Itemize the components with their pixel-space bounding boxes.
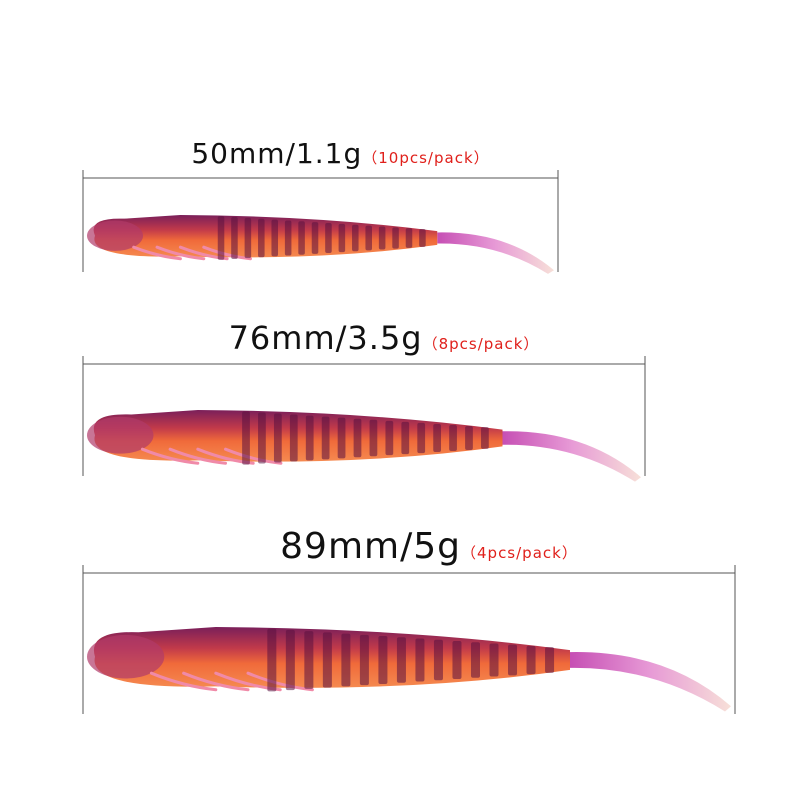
lure-rib <box>304 631 314 689</box>
lure-leg <box>224 447 283 465</box>
lure-leg <box>132 245 182 261</box>
lure-rib <box>415 638 425 682</box>
size-label: 50mm/1.1g（10pcs/pack） <box>191 137 489 170</box>
lure-rib <box>244 217 252 259</box>
lure-tail <box>570 652 731 712</box>
lure-rib <box>405 228 413 248</box>
lure-rib <box>231 217 238 259</box>
size-label: 89mm/5g（4pcs/pack） <box>280 526 578 567</box>
lure-rib <box>267 628 277 692</box>
lure-head <box>87 220 144 251</box>
lure-rib <box>465 426 473 450</box>
lure-rib <box>242 411 250 465</box>
lure-row: 76mm/3.5g（8pcs/pack） <box>82 319 646 482</box>
lure-leg <box>202 245 252 261</box>
lure-rib <box>526 645 536 675</box>
lure-leg <box>168 447 227 465</box>
lure-rib <box>470 642 481 678</box>
size-text: 50mm/1.1g <box>191 137 362 170</box>
lure-rib <box>359 634 369 686</box>
lure-tail <box>437 232 554 274</box>
lure-rib <box>298 221 305 255</box>
lure-rib <box>337 417 346 459</box>
lure-rib <box>378 636 388 684</box>
lure-rib <box>338 223 346 253</box>
lure-rib <box>352 224 359 252</box>
lure-rib <box>419 229 426 247</box>
lure-rib <box>217 216 225 260</box>
lure-tail <box>502 431 641 482</box>
lure-rib <box>433 639 443 681</box>
lure-head <box>87 634 165 679</box>
lure-rib <box>481 427 489 449</box>
pack-text: （8pcs/pack） <box>423 335 540 353</box>
lure-rib <box>452 640 462 680</box>
lure-rib <box>325 223 332 253</box>
lure-head <box>87 416 154 454</box>
lure-rib <box>508 644 518 676</box>
lure-rib <box>369 419 378 457</box>
lure-leg <box>140 447 200 465</box>
lure-rib <box>258 218 265 258</box>
lure-rib <box>273 413 282 463</box>
lure-rib <box>321 416 330 460</box>
pack-text: （4pcs/pack） <box>461 544 578 562</box>
lure-rib <box>417 422 426 454</box>
lure-rib <box>285 629 295 691</box>
lure-rib <box>433 423 442 453</box>
lure-rib <box>322 632 332 688</box>
pack-text: （10pcs/pack） <box>362 149 489 167</box>
lure-leg <box>155 245 206 261</box>
lure-rib <box>305 415 314 461</box>
lure-rib <box>378 226 386 250</box>
lure-rib <box>271 219 279 257</box>
lure-row: 89mm/5g（4pcs/pack） <box>82 526 736 714</box>
lure-rib <box>396 637 406 683</box>
lure-body <box>93 410 503 462</box>
lure-rib <box>489 643 499 677</box>
lure-rib <box>392 227 399 249</box>
lure-leg <box>246 671 314 692</box>
lure-body <box>93 627 570 688</box>
size-text: 89mm/5g <box>280 526 461 567</box>
lure-rib <box>385 420 394 456</box>
lure-rib <box>353 418 362 458</box>
lure-rib <box>365 225 372 251</box>
lure-rib <box>545 647 555 673</box>
lure-rib <box>289 414 298 462</box>
lure-leg <box>149 671 218 692</box>
lure-leg <box>182 671 250 692</box>
size-label: 76mm/3.5g（8pcs/pack） <box>229 319 540 357</box>
lure-rib <box>341 633 351 687</box>
lure-rib <box>258 412 266 464</box>
lure-rib <box>284 220 292 256</box>
lure-row: 50mm/1.1g（10pcs/pack） <box>82 137 559 274</box>
size-text: 76mm/3.5g <box>229 319 423 357</box>
lure-rib <box>401 421 410 455</box>
lure-rib <box>311 222 319 254</box>
lure-rib <box>449 425 457 451</box>
